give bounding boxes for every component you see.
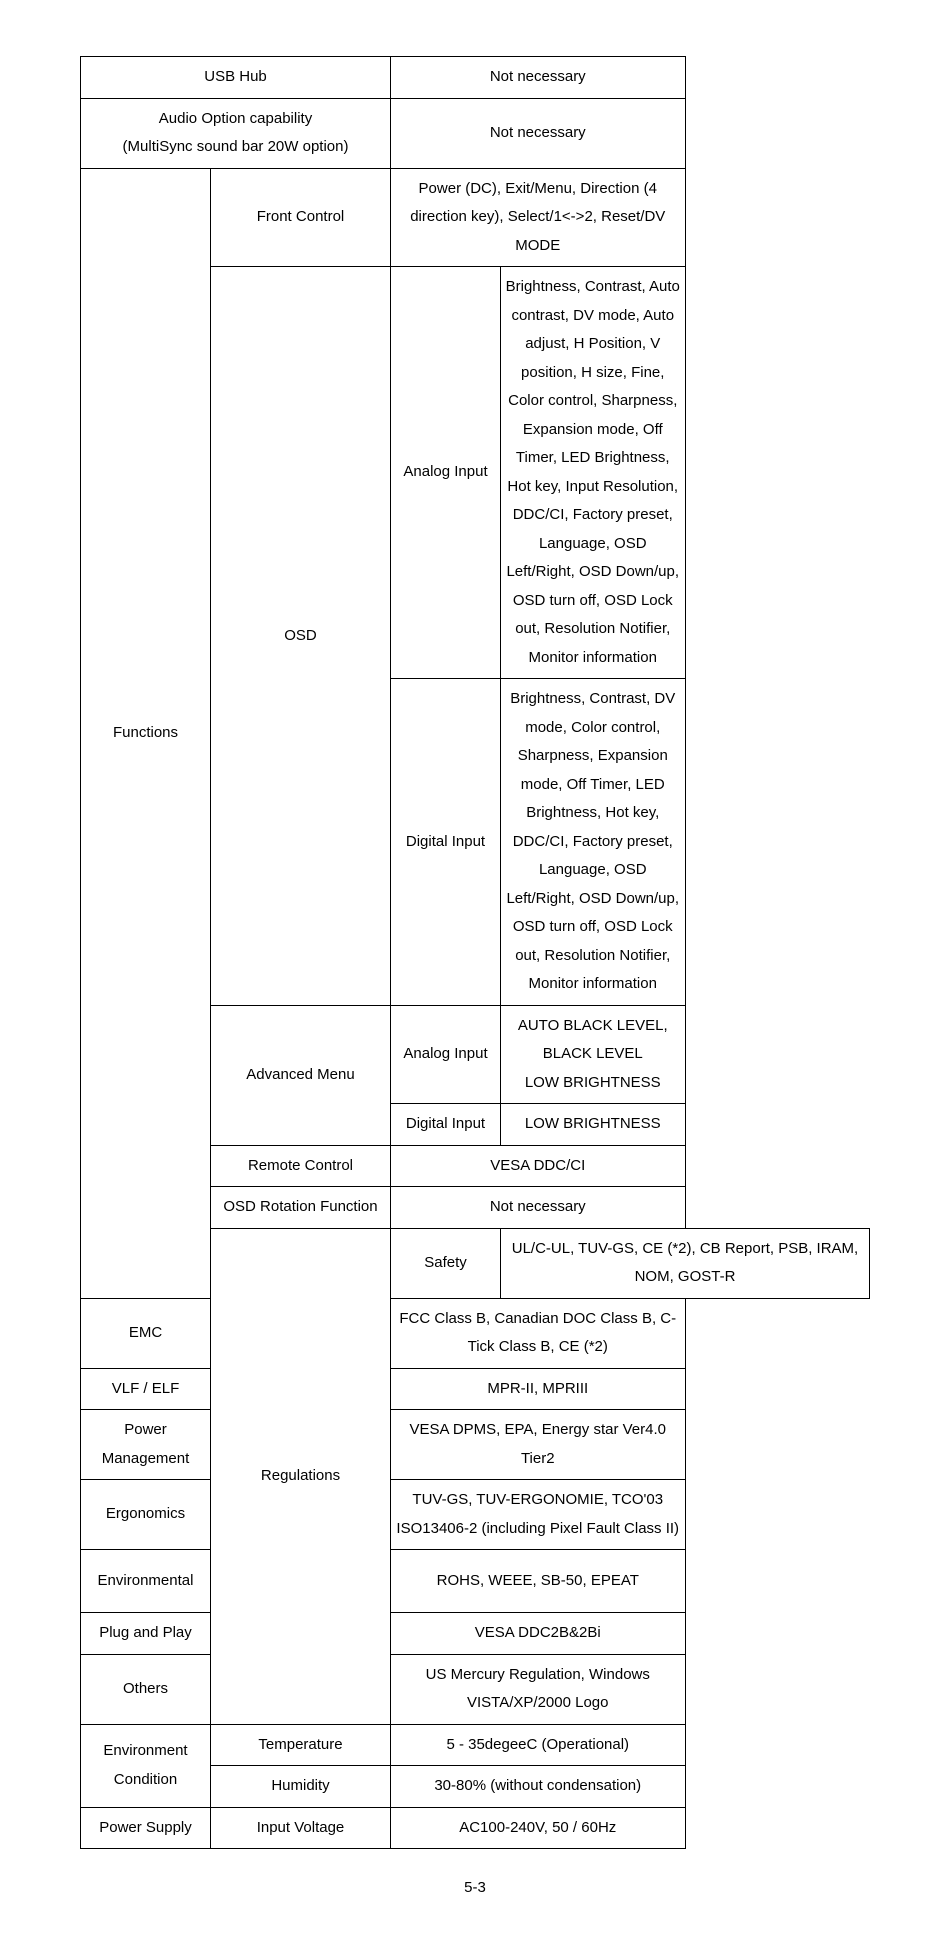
usb-hub-label: USB Hub [81, 57, 391, 99]
vlf-elf-value: MPR-II, MPRIII [391, 1368, 686, 1410]
humidity-label: Humidity [211, 1766, 391, 1808]
osd-analog-value: Brightness, Contrast, Auto contrast, DV … [501, 267, 686, 679]
audio-label: Audio Option capability(MultiSync sound … [81, 98, 391, 168]
osd-label: OSD [211, 267, 391, 1006]
temperature-label: Temperature [211, 1724, 391, 1766]
plug-play-value: VESA DDC2B&2Bi [391, 1613, 686, 1655]
emc-value: FCC Class B, Canadian DOC Class B, C-Tic… [391, 1298, 686, 1368]
adv-analog-label: Analog Input [391, 1005, 501, 1104]
vlf-elf-label: VLF / ELF [81, 1368, 211, 1410]
emc-label: EMC [81, 1298, 211, 1368]
osd-digital-label: Digital Input [391, 679, 501, 1006]
regulations-label: Regulations [211, 1228, 391, 1724]
environmental-value: ROHS, WEEE, SB-50, EPEAT [391, 1550, 686, 1613]
osd-rotation-label: OSD Rotation Function [211, 1187, 391, 1229]
safety-value: UL/C-UL, TUV-GS, CE (*2), CB Report, PSB… [501, 1228, 870, 1298]
osd-rotation-value: Not necessary [391, 1187, 686, 1229]
humidity-value: 30-80% (without condensation) [391, 1766, 686, 1808]
safety-label: Safety [391, 1228, 501, 1298]
power-mgmt-label: Power Management [81, 1410, 211, 1480]
temperature-value: 5 - 35degeeC (Operational) [391, 1724, 686, 1766]
front-control-value: Power (DC), Exit/Menu, Direction (4 dire… [391, 168, 686, 267]
osd-digital-value: Brightness, Contrast, DV mode, Color con… [501, 679, 686, 1006]
remote-control-label: Remote Control [211, 1145, 391, 1187]
advanced-menu-label: Advanced Menu [211, 1005, 391, 1145]
plug-play-label: Plug and Play [81, 1613, 211, 1655]
remote-control-value: VESA DDC/CI [391, 1145, 686, 1187]
adv-digital-label: Digital Input [391, 1104, 501, 1146]
ergonomics-label: Ergonomics [81, 1480, 211, 1550]
osd-analog-label: Analog Input [391, 267, 501, 679]
ergonomics-value: TUV-GS, TUV-ERGONOMIE, TCO'03ISO13406-2 … [391, 1480, 686, 1550]
input-voltage-value: AC100-240V, 50 / 60Hz [391, 1807, 686, 1849]
functions-label: Functions [81, 168, 211, 1298]
others-value: US Mercury Regulation, Windows VISTA/XP/… [391, 1654, 686, 1724]
adv-digital-value: LOW BRIGHTNESS [501, 1104, 686, 1146]
adv-analog-value: AUTO BLACK LEVEL,BLACK LEVELLOW BRIGHTNE… [501, 1005, 686, 1104]
page-number: 5-3 [80, 1879, 870, 1896]
audio-value: Not necessary [391, 98, 686, 168]
usb-hub-value: Not necessary [391, 57, 686, 99]
others-label: Others [81, 1654, 211, 1724]
spec-table: USB Hub Not necessary Audio Option capab… [80, 56, 870, 1849]
front-control-label: Front Control [211, 168, 391, 267]
power-supply-label: Power Supply [81, 1807, 211, 1849]
input-voltage-label: Input Voltage [211, 1807, 391, 1849]
environmental-label: Environmental [81, 1550, 211, 1613]
power-mgmt-value: VESA DPMS, EPA, Energy star Ver4.0 Tier2 [391, 1410, 686, 1480]
environment-label: Environment Condition [81, 1724, 211, 1807]
